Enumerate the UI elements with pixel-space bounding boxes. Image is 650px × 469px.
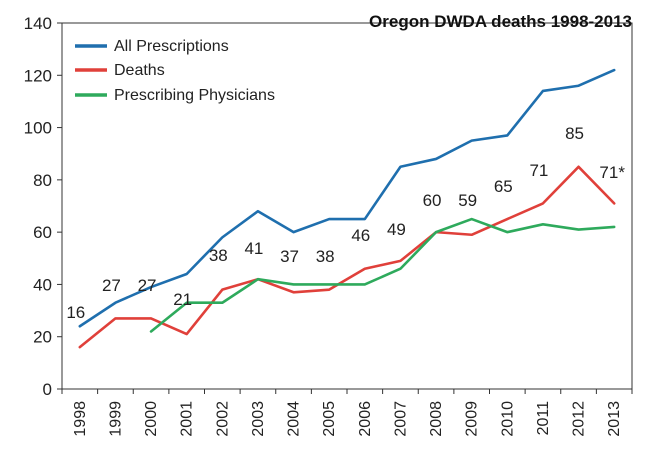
y-tick-label: 100 (24, 119, 52, 138)
data-label: 65 (494, 177, 513, 196)
x-tick-label: 2009 (464, 401, 481, 437)
x-tick-label: 2012 (571, 401, 588, 437)
series-line-all-prescriptions (78, 68, 616, 328)
data-label: 27 (138, 276, 157, 295)
x-tick-label: 2005 (321, 401, 338, 437)
legend-label-deaths: Deaths (114, 62, 165, 79)
data-label: 16 (66, 303, 85, 322)
legend-label-all-prescriptions: All Prescriptions (114, 38, 229, 55)
y-tick-label: 0 (43, 380, 52, 399)
series-line-prescribing-physicians (149, 217, 616, 333)
data-labels: 16 27 27 21 38 41 37 38 46 49 60 59 65 71 85 71* (66, 124, 625, 322)
x-tick-label: 2010 (499, 401, 516, 437)
data-label: 71* (599, 163, 625, 182)
data-label: 60 (423, 191, 442, 210)
data-label: 27 (102, 276, 121, 295)
data-label: 37 (280, 247, 299, 266)
data-label: 38 (316, 247, 335, 266)
x-tick-label: 2013 (606, 401, 623, 437)
data-label: 38 (209, 246, 228, 265)
x-tick-label: 2011 (535, 401, 552, 436)
x-tick-label: 2002 (214, 401, 231, 437)
x-tick-label: 2007 (392, 401, 409, 437)
y-tick-label: 140 (24, 14, 52, 33)
data-label: 41 (244, 239, 263, 258)
y-tick-label: 20 (33, 328, 52, 347)
x-tick-label: 1999 (107, 401, 124, 437)
x-tick-label: 2000 (143, 401, 160, 437)
data-label: 71 (529, 161, 548, 180)
y-tick-label: 120 (24, 66, 52, 85)
x-tick-label: 2006 (357, 401, 374, 437)
x-tick-label: 1998 (72, 401, 89, 437)
data-label: 49 (387, 220, 406, 239)
data-label: 46 (351, 226, 370, 245)
series-lines (78, 68, 616, 349)
legend: All Prescriptions Deaths Prescribing Phy… (75, 38, 275, 104)
y-tick-label: 80 (33, 171, 52, 190)
x-tick-label: 2001 (179, 401, 196, 437)
chart-title: Oregon DWDA deaths 1998-2013 (369, 12, 632, 31)
x-tick-label: 2004 (286, 401, 303, 437)
x-tick-label: 2003 (250, 401, 267, 437)
data-label: 59 (458, 191, 477, 210)
axes: 0 20 40 60 80 100 120 140 1998 1999 2000 2001 2002 20… (24, 14, 633, 437)
legend-label-prescribing-physicians: Prescribing Physicians (114, 87, 275, 104)
series-line-deaths (78, 165, 616, 349)
y-tick-label: 40 (33, 275, 52, 294)
data-label: 21 (173, 290, 192, 309)
data-label: 85 (565, 124, 584, 143)
y-tick-label: 60 (33, 223, 52, 242)
x-tick-label: 2008 (428, 401, 445, 437)
